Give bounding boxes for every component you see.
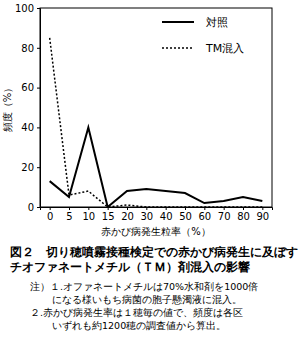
x-axis-title: 赤かび病発生粒率（%） xyxy=(101,226,211,237)
x-tick-mark xyxy=(224,207,225,210)
y-tick-label: 20 xyxy=(21,162,34,173)
y-tick-mark xyxy=(37,127,40,128)
caption: 図２ 切り穂噴霧接種検定での赤かび病発生に及ぼす xyxy=(10,245,298,259)
x-tick-mark xyxy=(127,207,128,210)
y-tick-label: 60 xyxy=(21,82,34,93)
series-line xyxy=(50,127,263,207)
x-tick-mark xyxy=(243,207,244,210)
x-tick-mark xyxy=(108,207,109,210)
y-tick: 100 xyxy=(15,3,40,14)
x-tick-mark xyxy=(262,207,263,210)
x-tick-mark xyxy=(204,207,205,210)
x-tick: 30 xyxy=(140,207,153,222)
x-tick: 40 xyxy=(160,207,173,222)
series-line xyxy=(50,38,263,207)
y-tick-label: 40 xyxy=(21,122,34,133)
x-tick-label: 60 xyxy=(198,211,211,222)
x-tick-label: 15 xyxy=(102,211,115,222)
x-tick: 60 xyxy=(198,207,211,222)
y-tick: 60 xyxy=(21,82,40,93)
y-axis-title: 頻度（%） xyxy=(2,83,13,133)
y-tick-mark xyxy=(37,8,40,9)
y-tick-label: 80 xyxy=(21,43,34,54)
legend-swatch xyxy=(162,21,194,23)
x-tick: 80 xyxy=(237,207,250,222)
x-tick-mark xyxy=(146,207,147,210)
x-axis-line xyxy=(41,208,273,211)
x-tick: 20 xyxy=(121,207,134,222)
y-axis: 0 20 40 60 80 100 xyxy=(15,3,41,213)
y-axis-line xyxy=(37,9,41,208)
x-tick: 5 xyxy=(66,207,72,222)
plot-area xyxy=(50,38,263,207)
y-tick: 80 xyxy=(21,43,40,54)
legend-label: TM混入 xyxy=(205,42,244,55)
x-tick-label: 90 xyxy=(256,211,269,222)
x-tick-mark xyxy=(166,207,167,210)
y-tick-mark xyxy=(37,207,40,208)
x-tick: 0 xyxy=(47,207,53,222)
y-tick: 0 xyxy=(28,202,40,213)
plot-frame xyxy=(40,8,272,207)
y-tick-mark xyxy=(37,167,40,168)
x-tick-label: 5 xyxy=(66,211,72,222)
x-tick-label: 40 xyxy=(160,211,173,222)
x-tick-label: 20 xyxy=(121,211,134,222)
y-tick: 20 xyxy=(21,162,40,173)
x-axis: 0 5 10 15 20 30 40 50 60 70 80 90 xyxy=(41,207,273,222)
caption: チオファネートメチル（ＴＭ）剤混入の影響 xyxy=(10,260,250,274)
x-tick-mark xyxy=(50,207,51,210)
x-tick: 10 xyxy=(82,207,95,222)
x-tick-mark xyxy=(185,207,186,210)
note: 注）１.オファネートメチルは70%水和剤を1000倍 xyxy=(30,281,258,292)
note: いずれも約1200穂の調査値から算出。 xyxy=(52,320,226,332)
note: ２.赤かび病発生率は１穂毎の値で、頻度は各区 xyxy=(30,307,243,318)
legend: 対照 TM混入 xyxy=(162,16,244,55)
x-tick-label: 80 xyxy=(237,211,250,222)
x-tick-label: 30 xyxy=(140,211,153,222)
y-tick-label: 0 xyxy=(28,202,34,213)
x-tick-mark xyxy=(88,207,89,210)
x-tick: 50 xyxy=(179,207,192,222)
x-tick: 90 xyxy=(256,207,269,222)
y-tick-label: 100 xyxy=(15,3,34,14)
x-tick-label: 0 xyxy=(47,211,53,222)
x-tick-label: 10 xyxy=(82,211,95,222)
chart: 0 20 40 60 80 100 0 5 10 15 20 30 40 50 60 70 80 90 赤かび病発生… xyxy=(0,0,307,338)
legend-label: 対照 xyxy=(206,16,228,29)
y-tick-mark xyxy=(37,88,40,89)
y-tick-mark xyxy=(37,48,40,49)
legend-swatch xyxy=(162,47,194,49)
x-tick-label: 50 xyxy=(179,211,192,222)
note: になる様いもち病菌の胞子懸濁液に混入。 xyxy=(52,294,242,305)
y-tick: 40 xyxy=(21,122,40,133)
x-tick: 15 xyxy=(102,207,115,222)
x-tick: 70 xyxy=(218,207,231,222)
x-tick-mark xyxy=(69,207,70,210)
x-tick-label: 70 xyxy=(218,211,231,222)
